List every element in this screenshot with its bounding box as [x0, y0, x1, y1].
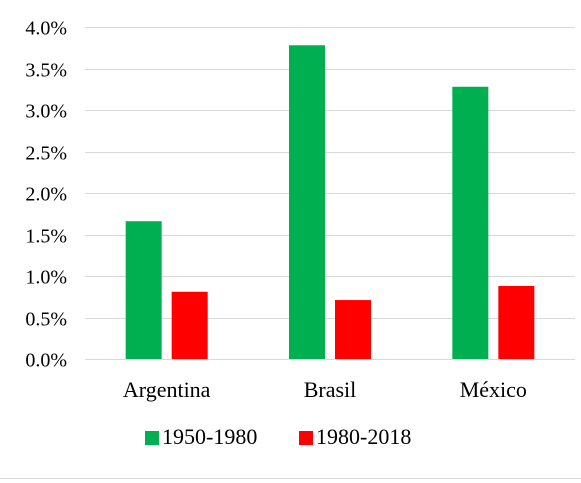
x-category-label: Argentina — [123, 377, 211, 402]
y-tick-label: 1.0% — [25, 267, 67, 289]
bar-1950-1980-Brasil — [289, 45, 325, 359]
legend: 1950-1980 1980-2018 — [145, 424, 411, 449]
bar-1950-1980-México — [452, 86, 489, 359]
y-tick-label: 0.0% — [25, 350, 67, 372]
x-axis-labels: Argentina Brasil México — [123, 377, 527, 402]
bar-1980-2018-Brasil — [335, 300, 371, 359]
legend-label: 1980-2018 — [316, 424, 411, 449]
y-tick-label: 3.5% — [25, 60, 67, 82]
bar-1980-2018-Argentina — [171, 291, 208, 359]
y-tick-label: 1.5% — [25, 226, 67, 248]
gridlines — [85, 27, 575, 360]
x-category-label: México — [460, 377, 527, 402]
legend-swatch — [145, 431, 159, 445]
y-tick-label: 2.5% — [25, 143, 67, 165]
x-category-label: Brasil — [304, 377, 357, 402]
y-tick-label: 3.0% — [25, 101, 67, 123]
legend-label: 1950-1980 — [162, 424, 257, 449]
bars — [125, 45, 535, 359]
legend-swatch — [299, 431, 313, 445]
bottom-border — [0, 478, 581, 479]
y-tick-label: 4.0% — [25, 18, 67, 40]
bar-1950-1980-Argentina — [125, 221, 162, 359]
y-tick-label: 2.0% — [25, 184, 67, 206]
y-tick-label: 0.5% — [25, 309, 67, 331]
bar-1980-2018-México — [498, 285, 535, 359]
y-axis: 0.0% 0.5% 1.0% 1.5% 2.0% 2.5% 3.0% 3.5% 4.0% — [25, 18, 67, 372]
